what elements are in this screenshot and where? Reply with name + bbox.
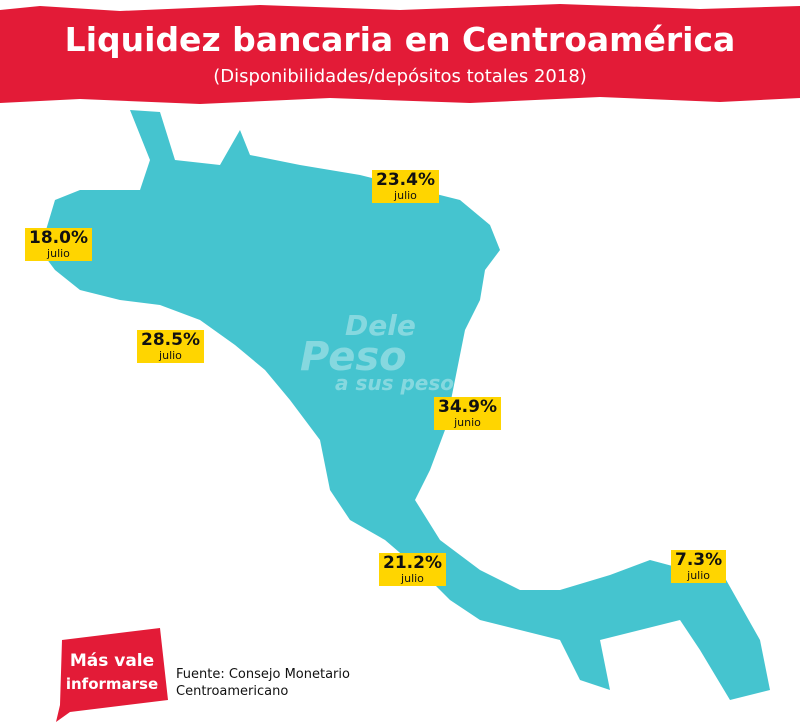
land [40,110,770,700]
watermark: Dele Peso a sus pesos [300,309,466,395]
banner [0,4,800,104]
value: 28.5% [141,330,200,350]
value-label: 7.3% julio [671,550,727,584]
value-label: 34.9% junio [434,397,501,431]
value-label: 18.0% julio [25,228,92,262]
period: julio [394,188,417,202]
value: 18.0% [29,228,88,248]
watermark-text: Dele [345,309,416,342]
logo-bubble [56,628,168,722]
period: junio [454,415,481,429]
value: 21.2% [383,553,442,573]
watermark-text: Peso [300,334,407,380]
value: 34.9% [438,397,497,417]
watermark-text: a sus pesos [335,371,466,395]
logo-text: Más vale [70,651,154,671]
period: julio [47,246,70,260]
period: julio [159,348,182,362]
value-label: 23.4% julio [372,170,439,204]
period: julio [401,571,424,585]
logo-text: informarse [66,675,158,693]
value-label: 28.5% julio [137,330,204,364]
title: Liquidez bancaria en Centroamérica [64,20,736,59]
period: julio [687,568,711,582]
subtitle: (Disponibilidades/depósitos totales 2018… [213,66,587,87]
value: 7.3% [675,550,723,570]
value-label: 21.2% julio [379,553,446,587]
source: Fuente: Consejo Monetario Centroamerican… [176,667,350,699]
value: 23.4% [376,170,435,190]
